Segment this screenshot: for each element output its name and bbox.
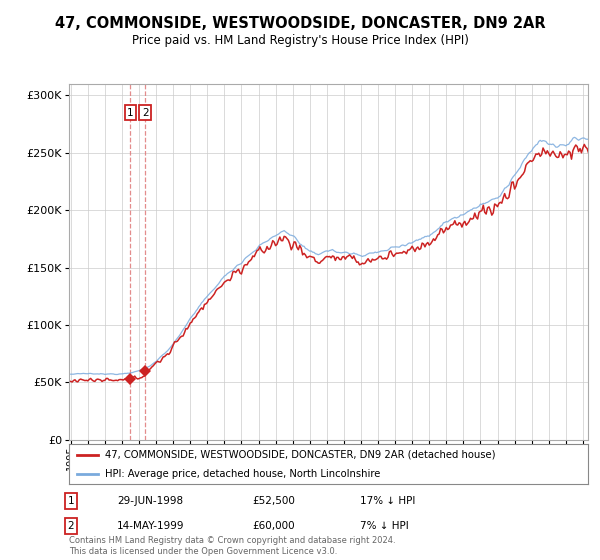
Text: 1: 1 xyxy=(67,496,74,506)
Text: Price paid vs. HM Land Registry's House Price Index (HPI): Price paid vs. HM Land Registry's House … xyxy=(131,34,469,46)
Text: 14-MAY-1999: 14-MAY-1999 xyxy=(117,521,185,531)
Text: 17% ↓ HPI: 17% ↓ HPI xyxy=(360,496,415,506)
Text: Contains HM Land Registry data © Crown copyright and database right 2024.
This d: Contains HM Land Registry data © Crown c… xyxy=(69,536,395,556)
Text: £60,000: £60,000 xyxy=(252,521,295,531)
Text: 29-JUN-1998: 29-JUN-1998 xyxy=(117,496,183,506)
Text: HPI: Average price, detached house, North Lincolnshire: HPI: Average price, detached house, Nort… xyxy=(106,469,381,478)
Text: £52,500: £52,500 xyxy=(252,496,295,506)
Text: 1: 1 xyxy=(127,108,134,118)
Text: 47, COMMONSIDE, WESTWOODSIDE, DONCASTER, DN9 2AR: 47, COMMONSIDE, WESTWOODSIDE, DONCASTER,… xyxy=(55,16,545,31)
Text: 2: 2 xyxy=(142,108,149,118)
Text: 47, COMMONSIDE, WESTWOODSIDE, DONCASTER, DN9 2AR (detached house): 47, COMMONSIDE, WESTWOODSIDE, DONCASTER,… xyxy=(106,450,496,460)
Text: 2: 2 xyxy=(67,521,74,531)
Text: 7% ↓ HPI: 7% ↓ HPI xyxy=(360,521,409,531)
